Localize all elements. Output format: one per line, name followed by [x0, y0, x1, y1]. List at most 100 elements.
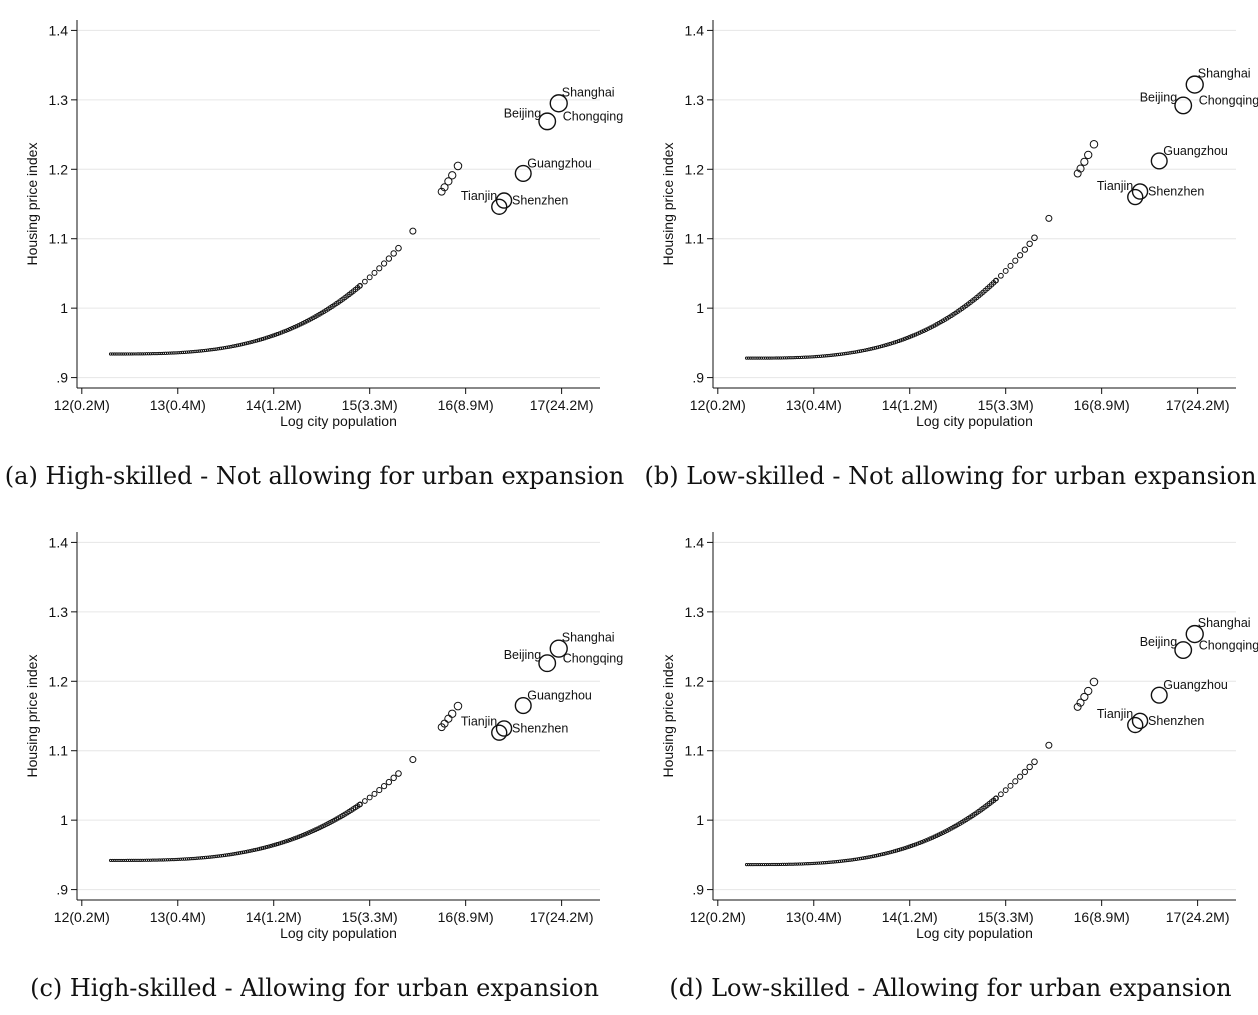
chart-d: .9 1 1.1 1.2 1.3 1.4 12(0.2M) 13(0.4M) 14(1.2M) 1…: [636, 512, 1258, 941]
city-marker-guangzhou: [1150, 152, 1168, 170]
city-marker: [245, 849, 250, 854]
x-tick-label: 16(8.9M): [1074, 397, 1130, 413]
city-marker: [440, 183, 449, 192]
city-marker: [890, 341, 895, 346]
city-marker-tianjin: [1127, 716, 1144, 734]
city-marker: [390, 250, 397, 257]
city-marker: [260, 846, 265, 851]
caption-d: (d) Low-skilled - Allowing for urban exp…: [669, 974, 1232, 1002]
city-marker-guangzhou: [1150, 686, 1168, 704]
city-marker: [884, 851, 888, 856]
city-marker: [448, 709, 457, 718]
city-marker: [444, 714, 453, 723]
city-marker: [1002, 268, 1009, 274]
city-marker: [900, 337, 905, 342]
caption-c: (c) High-skilled - Allowing for urban ex…: [30, 974, 599, 1002]
city-marker: [453, 701, 463, 711]
city-marker-guangzhou: [514, 164, 532, 182]
city-marker: [905, 845, 910, 850]
y-tick-label: 1.3: [685, 604, 705, 620]
y-tick-label: 1.1: [685, 743, 705, 759]
city-marker: [362, 278, 368, 285]
city-label-tianjin: Tianjin: [461, 189, 497, 203]
y-axis-label: Housing price index: [660, 143, 676, 266]
y-tick-label: .9: [56, 882, 68, 898]
city-marker: [273, 842, 278, 847]
city-marker: [1002, 787, 1009, 794]
chart-panel-b: .9 1 1.1 1.2 1.3 1.4 12(0.2M) 13(0.4M) 14(1.2M) 1…: [636, 0, 1258, 503]
city-marker: [896, 339, 901, 344]
city-marker: [294, 324, 299, 329]
city-marker: [390, 774, 397, 782]
city-marker: [371, 269, 378, 276]
city-marker: [898, 847, 903, 852]
y-tick-label: 1: [60, 812, 68, 828]
city-marker: [879, 344, 884, 349]
city-marker: [357, 801, 363, 808]
city-marker: [371, 790, 378, 797]
city-marker: [252, 339, 257, 344]
x-tick-label: 17(24.2M): [1166, 397, 1230, 413]
city-marker: [1076, 164, 1085, 173]
x-tick-label: 12(0.2M): [690, 397, 746, 413]
city-marker-tianjin: [491, 198, 508, 215]
city-marker: [1016, 252, 1024, 259]
city-label-guangzhou: Guangzhou: [1163, 678, 1228, 692]
city-marker-shanghai: [1185, 75, 1204, 94]
city-marker: [921, 839, 927, 844]
city-marker: [239, 342, 244, 347]
city-marker-shanghai: [549, 94, 568, 113]
city-marker: [1012, 778, 1019, 785]
city-marker: [998, 272, 1004, 279]
y-tick-label: 1.1: [49, 231, 69, 247]
city-marker-beijing: [1174, 641, 1193, 659]
x-tick-label: 17(24.2M): [530, 909, 594, 925]
city-marker: [250, 848, 254, 853]
x-tick-label: 12(0.2M): [54, 397, 110, 413]
city-marker: [395, 770, 402, 777]
city-marker: [243, 849, 248, 854]
city-label-shanghai: Shanghai: [562, 631, 615, 645]
city-label-shenzhen: Shenzhen: [512, 721, 568, 735]
city-marker: [237, 343, 242, 347]
city-marker: [264, 335, 269, 340]
caption-b: (b) Low-skilled - Not allowing for urban…: [644, 462, 1257, 490]
city-marker: [448, 171, 457, 180]
x-axis-label: Log city population: [280, 925, 397, 941]
city-marker: [911, 333, 916, 338]
city-marker: [1084, 686, 1093, 696]
x-tick-label: 12(0.2M): [690, 909, 746, 925]
city-marker: [892, 340, 897, 345]
city-marker: [277, 841, 282, 846]
city-marker: [909, 334, 914, 339]
city-marker: [250, 340, 254, 344]
x-tick-label: 14(1.2M): [246, 397, 302, 413]
city-marker-beijing: [538, 654, 557, 673]
city-label-tianjin: Tianjin: [1097, 707, 1133, 721]
city-label-shanghai: Shanghai: [562, 85, 615, 99]
city-marker: [930, 835, 935, 840]
y-tick-label: 1: [60, 300, 68, 316]
x-axis-label: Log city population: [916, 413, 1033, 429]
city-marker: [900, 846, 905, 851]
city-marker: [256, 847, 261, 852]
x-tick-label: 17(24.2M): [530, 397, 594, 413]
x-tick-label: 13(0.4M): [150, 909, 206, 925]
city-label-shanghai: Shanghai: [1198, 616, 1251, 630]
city-marker: [271, 843, 276, 848]
city-marker: [925, 837, 931, 842]
city-marker: [886, 342, 890, 347]
y-tick-label: 1.1: [685, 231, 705, 247]
x-tick-label: 14(1.2M): [882, 909, 938, 925]
city-marker: [881, 343, 886, 348]
city-marker: [252, 848, 257, 853]
city-marker: [281, 839, 286, 845]
city-marker: [248, 849, 252, 853]
city-marker: [380, 783, 388, 790]
city-marker: [1021, 768, 1029, 776]
city-marker: [266, 334, 271, 340]
city-marker: [269, 334, 274, 339]
city-marker: [917, 840, 922, 846]
x-axis-label: Log city population: [916, 925, 1033, 941]
city-marker: [892, 849, 897, 854]
